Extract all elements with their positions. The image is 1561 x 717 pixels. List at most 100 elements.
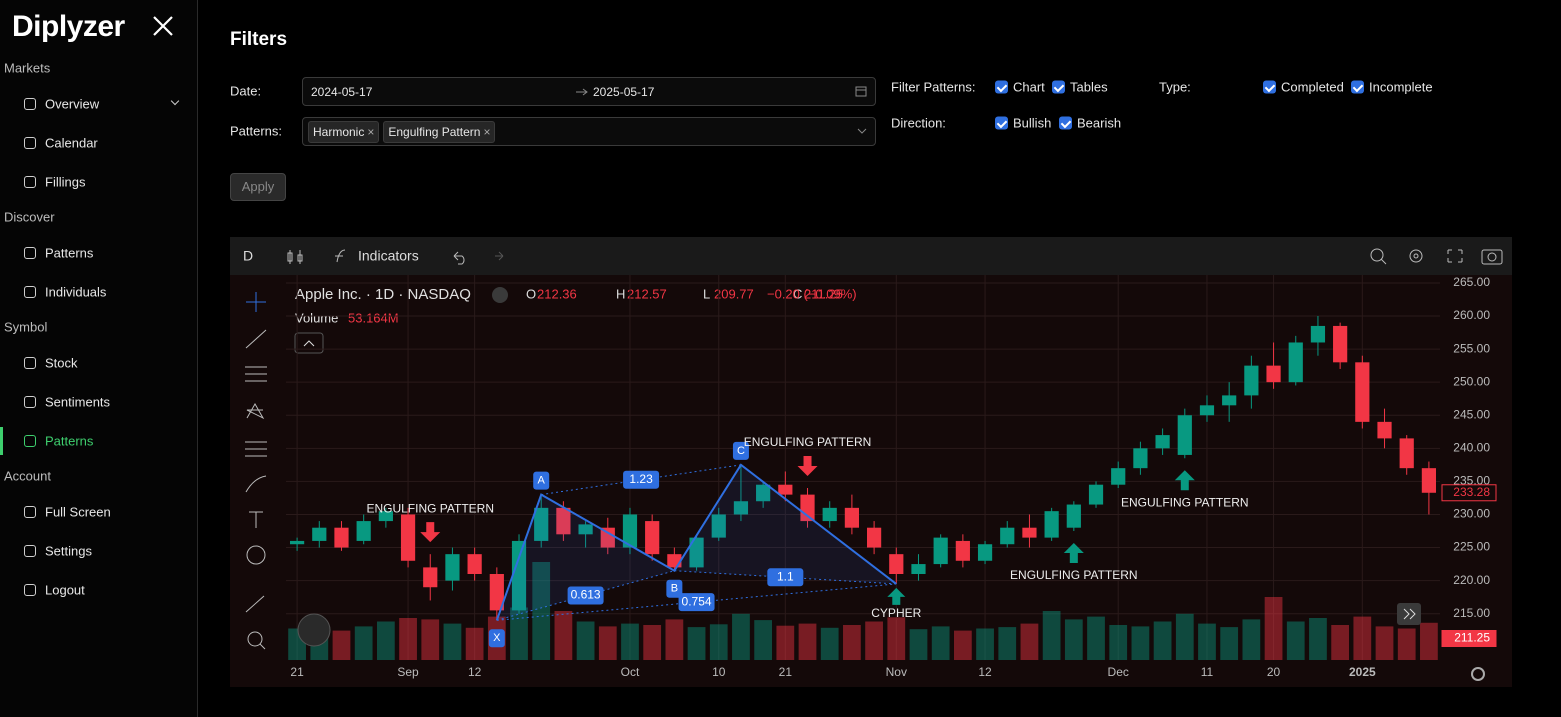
candle-body xyxy=(556,507,571,535)
checkbox[interactable]: Bearish xyxy=(1059,116,1121,131)
candle-body xyxy=(1133,448,1148,469)
candle-body xyxy=(511,540,527,611)
volume-bar xyxy=(598,626,617,660)
candle-body xyxy=(822,507,837,522)
date-from: 2024-05-17 xyxy=(311,85,373,99)
checkbox[interactable]: Chart xyxy=(995,80,1045,95)
ratio-label: 0.613 xyxy=(571,588,601,602)
volume-bar xyxy=(1375,626,1394,660)
chart-toolbar xyxy=(230,237,1512,275)
pattern-tag[interactable]: Engulfing Pattern × xyxy=(383,121,496,143)
pattern-tag[interactable]: Harmonic × xyxy=(308,121,380,143)
patterns-select[interactable]: Harmonic × Engulfing Pattern × xyxy=(302,117,876,146)
point-label: X xyxy=(493,632,501,644)
point-label: A xyxy=(538,475,546,487)
drawing-tools xyxy=(245,292,267,650)
volume-bar xyxy=(998,627,1017,660)
candle-body xyxy=(1022,527,1037,538)
indicators-button[interactable]: Indicators xyxy=(358,248,419,264)
date-range-input[interactable]: 2024-05-17 2025-05-17 xyxy=(302,77,876,106)
candle-body xyxy=(756,484,771,502)
nav-item[interactable]: Calendar xyxy=(45,135,98,151)
annotation-label: ENGULFING PATTERN xyxy=(1121,495,1249,509)
nav-item[interactable]: Logout xyxy=(45,582,85,598)
apply-button[interactable]: Apply xyxy=(230,173,286,201)
tag-remove[interactable]: × xyxy=(367,125,375,139)
candle-body xyxy=(378,511,393,522)
volume-bar xyxy=(754,620,773,660)
nav-item[interactable]: Individuals xyxy=(45,284,107,300)
filter-patterns-label: Filter Patterns: xyxy=(891,79,976,95)
y-tick-label: 255.00 xyxy=(1453,341,1490,355)
volume-bar xyxy=(665,619,684,660)
candle-body xyxy=(1355,362,1370,422)
candle-body xyxy=(400,514,416,561)
collapse-button xyxy=(294,332,324,354)
volume-bar xyxy=(1242,619,1261,660)
candle-body xyxy=(1266,365,1281,383)
ratio-box xyxy=(678,593,715,612)
y-tick-label: 260.00 xyxy=(1453,308,1490,322)
bullish-arrow xyxy=(1174,470,1195,491)
volume-bar xyxy=(1131,626,1150,660)
nav-item[interactable]: Stock xyxy=(45,355,78,371)
interval-button[interactable]: D xyxy=(243,248,253,264)
candle-body xyxy=(844,507,860,528)
candle-body xyxy=(1155,435,1170,449)
volume-bar xyxy=(443,623,462,660)
candle-body xyxy=(423,567,438,588)
checkbox[interactable]: Incomplete xyxy=(1351,80,1433,95)
x-tick-label: 11 xyxy=(1201,665,1214,679)
tag-text: Harmonic xyxy=(313,125,365,139)
annotation-label: ENGULFING PATTERN xyxy=(366,501,494,515)
volume-bar xyxy=(732,613,750,660)
price-tag xyxy=(1441,630,1497,648)
candle-body xyxy=(1177,415,1192,455)
harmonic-fill xyxy=(496,494,675,621)
candle-body xyxy=(933,537,948,565)
volume-bar xyxy=(687,627,706,660)
candle-body xyxy=(711,514,726,538)
volume-bar xyxy=(465,627,484,660)
nav-item[interactable]: Settings xyxy=(45,543,92,559)
nav-item[interactable]: Fillings xyxy=(45,174,86,190)
nav-item[interactable]: Patterns xyxy=(45,245,94,261)
ratio-box xyxy=(767,568,804,587)
section-title: Account xyxy=(4,468,51,484)
collapse-icon xyxy=(303,340,315,347)
chevron xyxy=(170,96,180,106)
x-tick-label: Nov xyxy=(886,665,907,679)
patterns-label: Patterns: xyxy=(230,123,283,139)
ohlc-value: 212.36 xyxy=(537,286,577,301)
volume-bar xyxy=(332,630,351,660)
nav-item[interactable]: Full Screen xyxy=(45,504,111,520)
bearish-arrow xyxy=(420,522,441,543)
scroll-icon xyxy=(1403,608,1416,620)
volume-bar xyxy=(798,623,817,660)
ohlc-value: 209.77 xyxy=(714,286,754,301)
point-box xyxy=(666,579,683,598)
volume-bar xyxy=(843,625,861,660)
close-button[interactable] xyxy=(152,15,174,37)
checkbox[interactable]: Completed xyxy=(1263,80,1344,95)
candle-body xyxy=(1399,438,1414,469)
chart-title: Apple Inc. · 1D · NASDAQ xyxy=(295,286,471,303)
section-title: Markets xyxy=(4,60,51,76)
candle-body xyxy=(489,574,504,611)
nav-item[interactable]: Overview xyxy=(45,96,100,112)
y-tick-label: 225.00 xyxy=(1453,540,1490,554)
volume-bar xyxy=(1198,623,1216,660)
checkbox[interactable]: Tables xyxy=(1052,80,1108,95)
nav-item[interactable]: Sentiments xyxy=(45,394,111,410)
nav-item[interactable]: Patterns xyxy=(45,433,94,449)
tag-remove[interactable]: × xyxy=(483,125,491,139)
volume-bar xyxy=(554,611,573,660)
candle-body xyxy=(1421,468,1437,493)
candle-body xyxy=(977,544,993,561)
volume-value: 53.164M xyxy=(348,310,399,325)
checkbox[interactable]: Bullish xyxy=(995,116,1051,131)
ohlc-value: 211.25 xyxy=(804,286,843,301)
logo[interactable]: Diplyzer xyxy=(12,10,125,43)
candle-body xyxy=(1000,527,1015,545)
